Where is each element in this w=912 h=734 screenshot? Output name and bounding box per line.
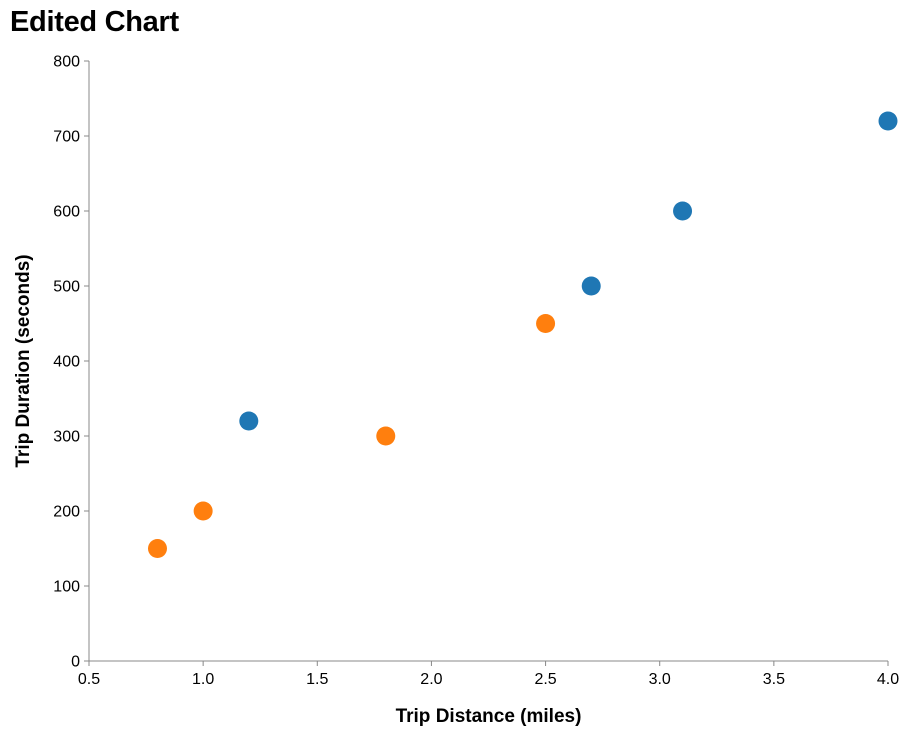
x-tick-label: 4.0 xyxy=(877,671,899,688)
x-tick-label: 3.5 xyxy=(763,671,785,688)
x-tick-label: 1.5 xyxy=(306,671,328,688)
scatter-point xyxy=(376,426,396,446)
y-axis: 0 100 200 300 400 500 600 700 800 xyxy=(53,54,90,671)
y-tick-label: 800 xyxy=(53,54,80,71)
data-points xyxy=(147,111,898,558)
y-tick-label: 0 xyxy=(71,654,80,671)
y-tick-label: 600 xyxy=(53,204,80,221)
scatter-point xyxy=(673,201,693,221)
x-tick-label: 0.5 xyxy=(78,671,100,688)
y-tick-label: 700 xyxy=(53,129,80,146)
y-tick-label: 200 xyxy=(53,504,80,521)
y-tick-label: 500 xyxy=(53,279,80,296)
y-axis-title: Trip Duration (seconds) xyxy=(13,254,34,467)
scatter-point xyxy=(239,411,259,431)
x-tick-label: 3.0 xyxy=(649,671,671,688)
x-axis: 0.5 1.0 1.5 2.0 2.5 3.0 3.5 4.0 xyxy=(78,660,899,688)
x-axis-title: Trip Distance (miles) xyxy=(396,706,582,727)
y-tick-label: 400 xyxy=(53,354,80,371)
scatter-point xyxy=(581,276,601,296)
chart-title: Edited Chart xyxy=(10,6,179,38)
scatter-point xyxy=(193,501,213,521)
y-tick-label: 100 xyxy=(53,579,80,596)
y-tick-label: 300 xyxy=(53,429,80,446)
scatter-point xyxy=(878,111,898,131)
x-tick-label: 1.0 xyxy=(192,671,214,688)
scatter-point xyxy=(147,539,167,558)
x-tick-label: 2.0 xyxy=(420,671,442,688)
scatter-point xyxy=(536,314,556,333)
x-tick-label: 2.5 xyxy=(534,671,556,688)
